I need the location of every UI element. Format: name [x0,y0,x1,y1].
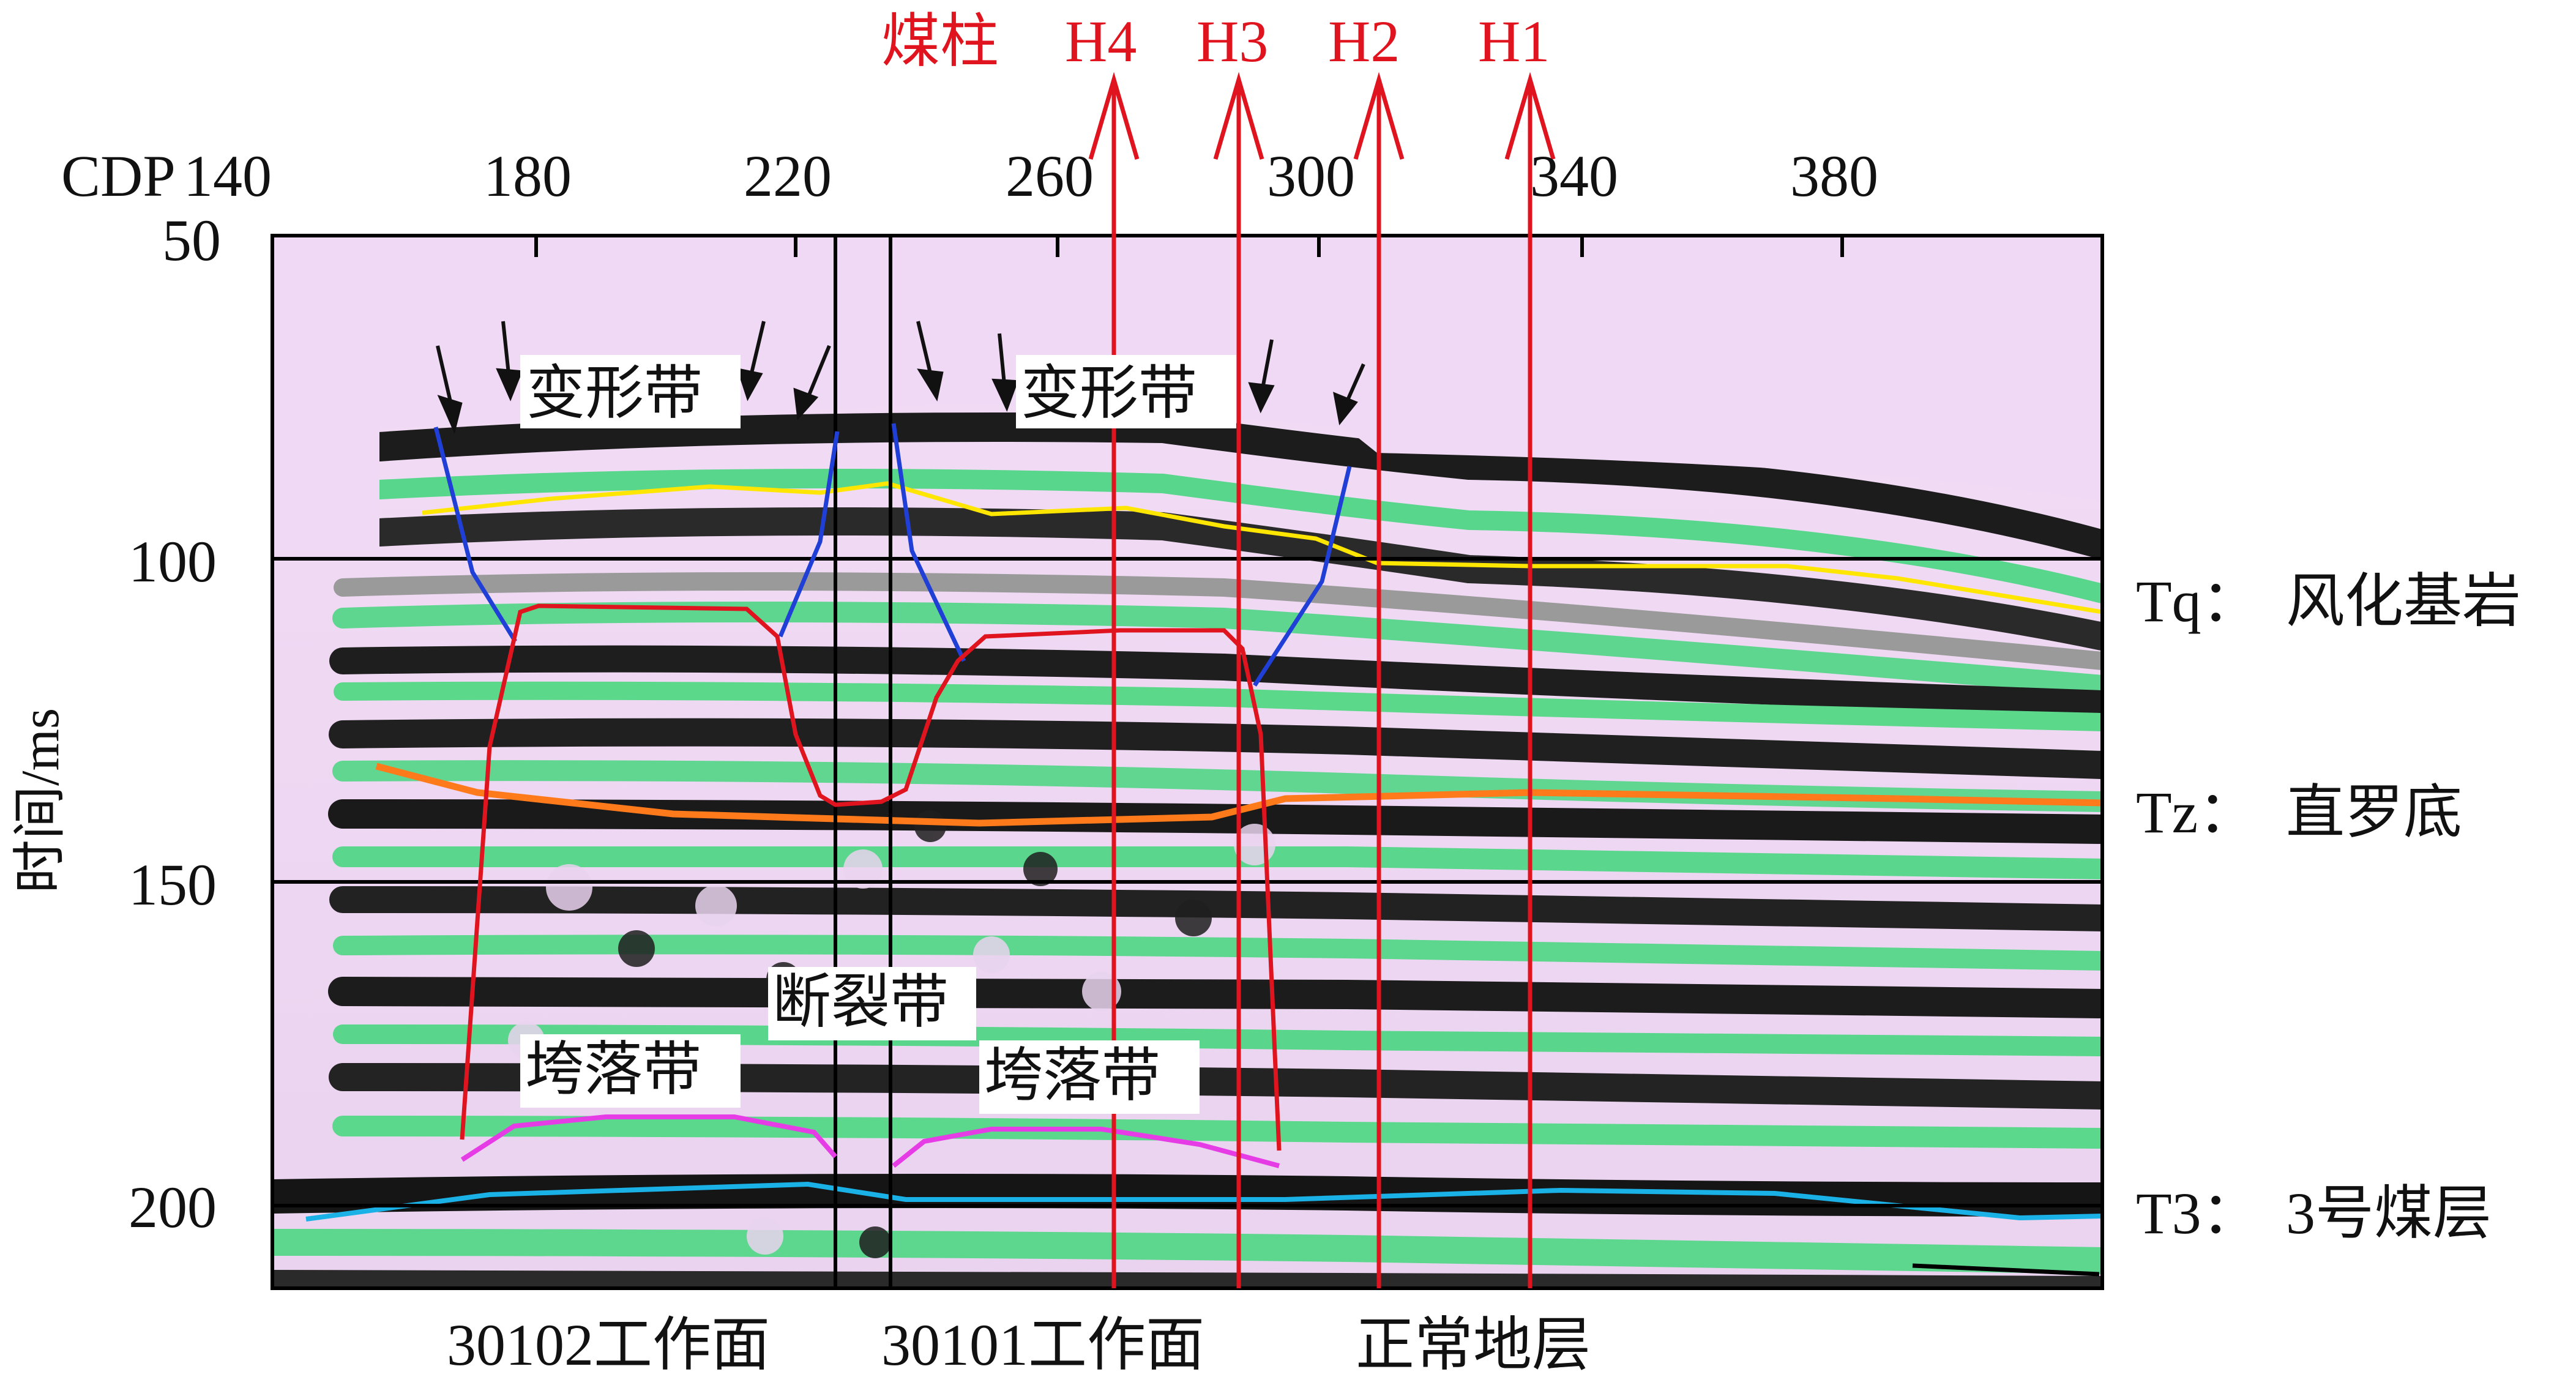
time-tick-50: 50 [162,207,221,273]
cdp-prefix: CDP [61,143,176,209]
collapse-top-lines [460,1114,1280,1168]
marker-coal-pillar: 煤柱 [881,9,999,74]
label-normal: 正常地层 [1356,1312,1591,1378]
marker-h2: H2 [1328,9,1400,74]
marker-h3: H3 [1197,9,1268,74]
time-axis: 50 100 150 200 时间/ms [11,207,221,1240]
plot-frame [271,234,2104,1290]
bottom-labels: 30102工作面 30101工作面 正常地层 [447,1312,1591,1378]
cdp-tick-340: 340 [1530,143,1618,209]
h2-line [1353,72,1405,1288]
cdp-tick-300: 300 [1267,143,1355,209]
h3-line [1213,72,1264,1288]
horizon-tq-code: Tq： [2136,569,2260,634]
h1-line [1504,72,1556,1288]
cdp-tick-380: 380 [1790,143,1878,209]
horizon-t3-code: T3： [2136,1181,2260,1246]
horizon-tq-name: 风化基岩 [2286,569,2521,634]
marker-h1: H1 [1478,9,1550,74]
collapse-outlines [460,603,1282,1151]
fracture-label: 断裂带 [772,969,949,1035]
label-30102: 30102工作面 [447,1312,770,1378]
horizon-tz-code: Tz： [2136,780,2257,845]
cdp-tick-180: 180 [483,143,572,209]
time-tick-100: 100 [129,529,217,594]
horizon-t3-line [305,1181,2102,1222]
horizon-t3-name: 3号煤层 [2286,1181,2492,1246]
zone-labels: 变形带 变形带 断裂带 垮落带 垮落带 [520,355,1236,1114]
cdp-tick-220: 220 [744,143,832,209]
label-30101: 30101工作面 [881,1312,1204,1378]
marker-lines [1088,72,1556,1288]
deform-arrows [436,321,1365,435]
collapse-left-label: 垮落带 [525,1037,701,1102]
top-markers: 煤柱 H4 H3 H2 H1 [881,9,1550,74]
reflection-events [272,412,2102,1288]
grid-lines [272,236,2102,1288]
time-tick-200: 200 [129,1174,217,1240]
deform-boundaries [433,423,1352,687]
collapse-right-label: 垮落带 [984,1043,1160,1108]
cdp-tick-140: 140 [184,143,272,209]
cdp-axis: CDP 140 180 220 260 300 340 380 [61,143,1878,209]
cdp-tick-marks [271,236,1844,257]
marker-h4: H4 [1065,9,1137,74]
time-axis-label: 时间/ms [11,708,70,894]
deform-left-label: 变形带 [526,360,703,426]
small-event-segment [1912,1263,2100,1277]
time-tick-150: 150 [129,852,217,917]
horizon-tq-line [422,481,2102,614]
horizon-tz-line [375,763,2102,827]
horizon-tz-name: 直罗底 [2286,780,2462,845]
horizon-legend: Tq： 风化基岩 Tz： 直罗底 T3： 3号煤层 [2136,569,2521,1246]
deform-right-label: 变形带 [1021,360,1197,426]
cdp-tick-260: 260 [1006,143,1094,209]
